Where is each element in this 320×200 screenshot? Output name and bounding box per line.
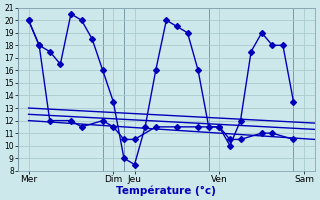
X-axis label: Température (°c): Température (°c) [116, 185, 216, 196]
